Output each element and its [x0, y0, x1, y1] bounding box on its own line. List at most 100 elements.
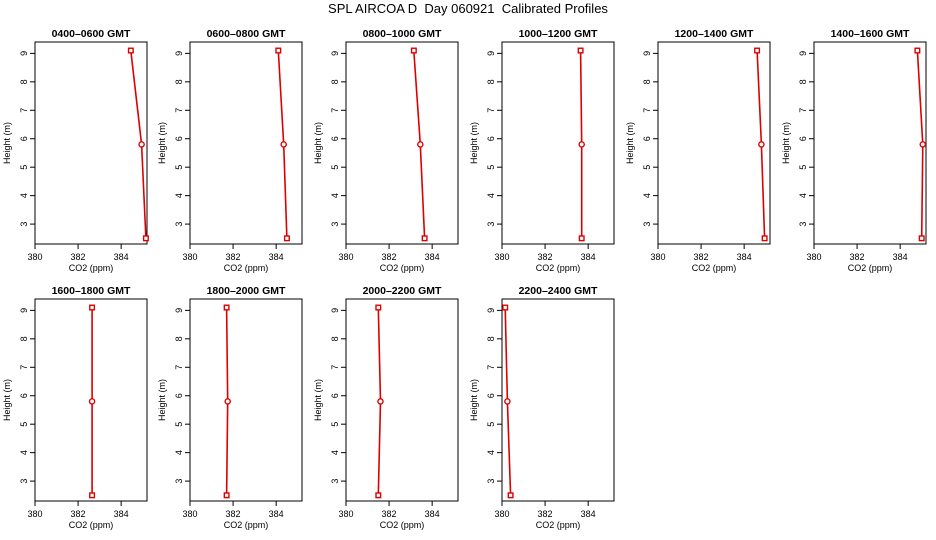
- data-point: [138, 141, 145, 148]
- y-tick-label: 8: [642, 79, 652, 84]
- x-tick-label: 384: [269, 509, 284, 519]
- data-point: [417, 141, 424, 148]
- x-tick-label: 382: [850, 252, 865, 262]
- x-tick-label: 382: [71, 252, 86, 262]
- data-point: [89, 304, 96, 311]
- y-tick-label: 8: [486, 336, 496, 341]
- y-tick-label: 5: [19, 422, 29, 427]
- y-tick-label: 6: [19, 136, 29, 141]
- y-tick-label: 7: [330, 365, 340, 370]
- y-tick-label: 7: [330, 108, 340, 113]
- data-point: [283, 235, 290, 242]
- x-axis-label: CO2 (ppm): [692, 263, 737, 273]
- profile-panel: 0800–1000 GMT 380 382 384 3 4 5 6 7 8 9 CO2 (ppm) He…: [313, 28, 459, 273]
- data-point: [914, 47, 921, 54]
- y-tick-label: 9: [486, 308, 496, 313]
- y-tick-label: 6: [19, 393, 29, 398]
- page-title: SPL AIRCOA D Day 060921 Calibrated Profi…: [328, 1, 608, 16]
- y-tick-label: 8: [174, 336, 184, 341]
- x-tick-label: 384: [581, 252, 596, 262]
- y-tick-label: 8: [19, 79, 29, 84]
- y-tick-label: 7: [486, 108, 496, 113]
- data-point: [918, 235, 925, 242]
- data-point: [578, 235, 585, 242]
- x-tick-label: 382: [538, 509, 553, 519]
- y-tick-label: 5: [486, 165, 496, 170]
- y-tick-label: 7: [174, 365, 184, 370]
- y-tick-label: 5: [486, 422, 496, 427]
- y-tick-label: 3: [174, 479, 184, 484]
- data-point: [421, 235, 428, 242]
- y-tick-label: 4: [19, 193, 29, 198]
- y-tick-label: 6: [174, 136, 184, 141]
- data-point: [223, 304, 230, 311]
- y-tick-label: 8: [330, 336, 340, 341]
- plot-frame: [501, 41, 615, 245]
- y-tick-label: 7: [19, 108, 29, 113]
- data-point: [224, 398, 231, 405]
- data-point: [761, 235, 768, 242]
- panel-title: 1200–1400 GMT: [675, 28, 754, 40]
- panel-title: 2200–2400 GMT: [519, 285, 598, 297]
- y-tick-label: 6: [486, 393, 496, 398]
- plot-frame: [657, 41, 771, 245]
- y-tick-label: 3: [19, 222, 29, 227]
- x-tick-label: 380: [27, 252, 42, 262]
- data-point: [758, 141, 765, 148]
- panel-title: 0800–1000 GMT: [363, 28, 442, 40]
- y-tick-label: 3: [330, 479, 340, 484]
- y-tick-label: 5: [330, 165, 340, 170]
- x-tick-label: 384: [737, 252, 752, 262]
- y-tick-label: 8: [798, 79, 808, 84]
- y-axis-label: Height (m): [2, 122, 12, 164]
- y-tick-label: 9: [174, 51, 184, 56]
- y-tick-label: 8: [486, 79, 496, 84]
- y-tick-label: 6: [330, 136, 340, 141]
- y-tick-label: 5: [19, 165, 29, 170]
- panel-title: 0600–0800 GMT: [207, 28, 286, 40]
- y-tick-label: 7: [19, 365, 29, 370]
- x-axis-label: CO2 (ppm): [380, 520, 425, 530]
- profile-panel: 2000–2200 GMT 380 382 384 3 4 5 6 7 8 9 CO2 (ppm) He…: [313, 285, 459, 530]
- y-tick-label: 5: [174, 165, 184, 170]
- panel-title: 0400–0600 GMT: [52, 28, 131, 40]
- y-tick-label: 4: [330, 450, 340, 455]
- plot-frame: [345, 298, 459, 502]
- y-axis-label: Height (m): [469, 379, 479, 421]
- panel-title: 2000–2200 GMT: [363, 285, 442, 297]
- plot-frame: [189, 298, 303, 502]
- y-tick-label: 7: [642, 108, 652, 113]
- y-axis-label: Height (m): [625, 122, 635, 164]
- x-tick-label: 380: [806, 252, 821, 262]
- data-point: [223, 492, 230, 499]
- x-tick-label: 384: [425, 509, 440, 519]
- y-tick-label: 3: [798, 222, 808, 227]
- y-tick-label: 7: [486, 365, 496, 370]
- x-axis-label: CO2 (ppm): [536, 520, 581, 530]
- x-tick-label: 382: [694, 252, 709, 262]
- panel-title: 1600–1800 GMT: [52, 285, 131, 297]
- y-tick-label: 7: [174, 108, 184, 113]
- y-tick-label: 9: [330, 51, 340, 56]
- data-point: [375, 304, 382, 311]
- x-tick-label: 382: [226, 252, 241, 262]
- y-tick-label: 6: [798, 136, 808, 141]
- x-tick-label: 382: [382, 252, 397, 262]
- data-point: [504, 398, 511, 405]
- y-axis-label: Height (m): [313, 122, 323, 164]
- x-axis-label: CO2 (ppm): [224, 263, 269, 273]
- x-tick-label: 380: [494, 509, 509, 519]
- panel-title: 1400–1600 GMT: [831, 28, 910, 40]
- y-axis-label: Height (m): [313, 379, 323, 421]
- x-tick-label: 380: [182, 252, 197, 262]
- plot-frame: [34, 298, 148, 502]
- plot-frame: [34, 41, 148, 245]
- data-point: [377, 398, 384, 405]
- x-tick-label: 382: [538, 252, 553, 262]
- data-point: [410, 47, 417, 54]
- data-point: [142, 235, 149, 242]
- x-tick-label: 382: [226, 509, 241, 519]
- y-tick-label: 6: [330, 393, 340, 398]
- x-tick-label: 384: [114, 252, 129, 262]
